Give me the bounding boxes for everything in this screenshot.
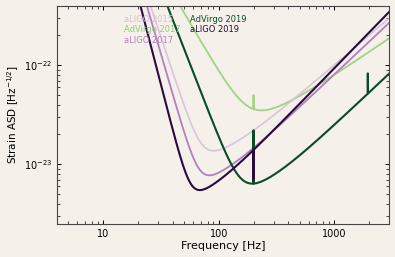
Y-axis label: Strain ASD [Hz$^{-1/2}$]: Strain ASD [Hz$^{-1/2}$] bbox=[6, 65, 21, 164]
Legend: aLIGO 2015, AdVirgo 2017, aLIGO 2017, AdVirgo 2019, aLIGO 2019: aLIGO 2015, AdVirgo 2017, aLIGO 2017, Ad… bbox=[121, 14, 248, 46]
X-axis label: Frequency [Hz]: Frequency [Hz] bbox=[181, 241, 265, 251]
